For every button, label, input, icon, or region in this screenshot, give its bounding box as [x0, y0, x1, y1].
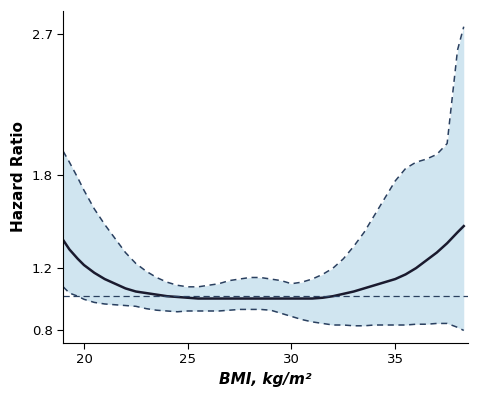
X-axis label: BMI, kg/m²: BMI, kg/m² [219, 372, 312, 387]
Y-axis label: Hazard Ratio: Hazard Ratio [11, 121, 26, 232]
